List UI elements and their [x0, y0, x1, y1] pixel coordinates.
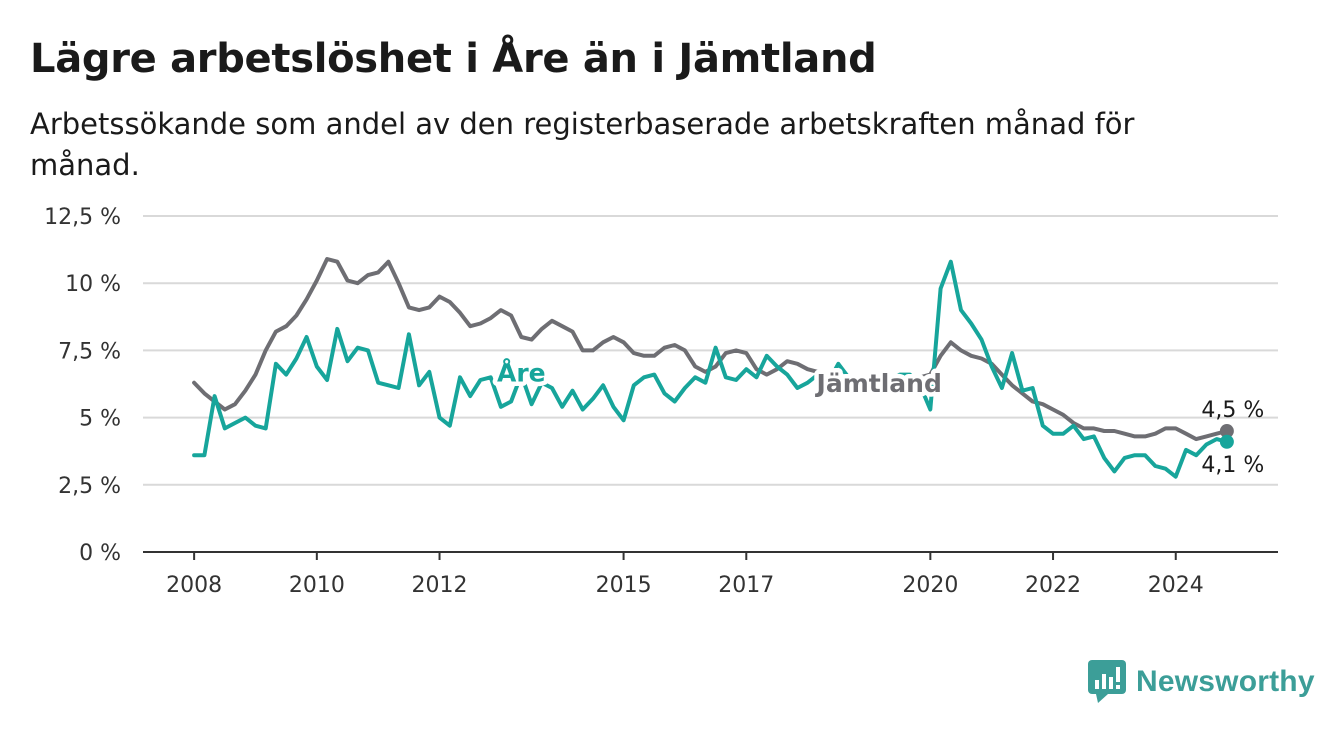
- line-chart: 0 %2,5 %5 %7,5 %10 %12,5 % 2008 2010 2012 2…: [44, 205, 1278, 598]
- series-name-halo-are: Åre: [497, 358, 546, 387]
- end-value-label-jamtland: 4,5 %: [1201, 398, 1264, 423]
- series-name-label-are: Åre: [497, 358, 546, 387]
- series-lines: [192, 257, 1234, 479]
- x-tick-label: 2017: [718, 573, 774, 598]
- y-tick-label: 10 %: [65, 272, 121, 297]
- x-tick-label: 2020: [902, 573, 958, 598]
- series-line-are: [192, 259, 1229, 479]
- chart-subtitle: Arbetssökande som andel av den registerb…: [30, 107, 1135, 182]
- x-tick-label: 2008: [166, 573, 222, 598]
- end-point-are: [1219, 434, 1234, 449]
- y-tick-label: 5 %: [79, 407, 121, 432]
- newsworthy-logo-text: Newsworthy: [1136, 665, 1315, 698]
- y-axis-tick-labels: 0 % 2,5 % 5 % 7,5 % 10 % 12,5 %: [44, 205, 121, 566]
- newsworthy-logo[interactable]: Newsworthy: [1088, 660, 1315, 704]
- y-tick-label: 2,5 %: [58, 474, 121, 499]
- series-name-label-jamtland: Jämtland: [815, 369, 942, 398]
- x-axis-tick-labels: 2008 2010 2012 2015 2017 2020 2022 2024: [166, 552, 1204, 598]
- x-tick-label: 2022: [1025, 573, 1081, 598]
- end-value-label-are: 4,1 %: [1201, 453, 1264, 478]
- x-tick-label: 2012: [412, 573, 468, 598]
- series-line-jamtland: [192, 257, 1229, 442]
- y-tick-label: 7,5 %: [58, 339, 121, 364]
- x-tick-label: 2024: [1148, 573, 1204, 598]
- y-tick-label: 12,5 %: [44, 205, 121, 230]
- series-name-halo-jamtland: Jämtland: [815, 369, 942, 398]
- newsworthy-logo-icon: [1088, 660, 1126, 703]
- end-point-jamtland: [1219, 424, 1234, 439]
- grid-lines: [143, 215, 1278, 553]
- x-tick-label: 2015: [596, 573, 652, 598]
- y-tick-label: 0 %: [79, 541, 121, 566]
- x-tick-label: 2010: [289, 573, 345, 598]
- chart-title: Lägre arbetslöshet i Åre än i Jämtland: [30, 36, 877, 82]
